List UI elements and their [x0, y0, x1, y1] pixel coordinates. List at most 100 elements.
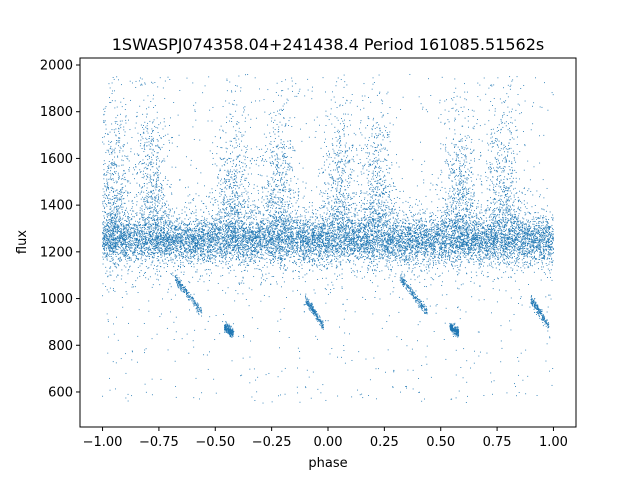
data-point — [226, 239, 228, 241]
data-point — [208, 238, 210, 240]
data-point — [360, 238, 362, 240]
data-point — [366, 234, 368, 236]
data-point — [525, 223, 527, 225]
data-point — [201, 224, 203, 226]
data-point — [543, 251, 545, 253]
data-point — [468, 224, 470, 226]
data-point — [169, 237, 171, 238]
data-point — [190, 231, 192, 233]
data-point — [171, 253, 173, 255]
data-point — [395, 235, 397, 237]
data-point — [212, 231, 214, 233]
data-point — [133, 249, 135, 251]
data-point — [247, 249, 249, 251]
data-point — [276, 249, 277, 251]
data-point — [414, 246, 416, 248]
data-point — [387, 255, 389, 256]
data-point — [246, 219, 247, 221]
data-point — [160, 242, 162, 244]
data-point — [311, 264, 313, 266]
data-point — [343, 235, 345, 237]
data-point — [167, 239, 169, 241]
data-point — [249, 221, 251, 223]
data-point — [464, 228, 466, 230]
data-point — [196, 254, 198, 256]
data-point — [481, 243, 483, 245]
data-point — [342, 254, 344, 256]
data-point — [163, 244, 165, 246]
data-point — [485, 246, 487, 248]
data-point — [371, 261, 373, 263]
data-point — [461, 233, 463, 235]
data-point — [130, 250, 132, 252]
data-point — [160, 219, 161, 221]
data-point — [358, 245, 360, 247]
data-point — [148, 229, 150, 231]
data-point — [359, 230, 361, 232]
data-point — [206, 251, 208, 253]
data-point — [149, 238, 151, 239]
data-point — [414, 254, 416, 255]
data-point — [171, 237, 173, 238]
data-point — [508, 258, 510, 259]
data-point — [452, 251, 454, 253]
data-point — [248, 235, 250, 237]
data-point — [365, 231, 367, 233]
data-point — [364, 216, 366, 218]
data-point — [356, 236, 358, 238]
data-point — [539, 255, 541, 257]
data-point — [211, 224, 212, 226]
data-point — [268, 233, 270, 235]
data-point — [387, 234, 389, 236]
data-point — [186, 214, 188, 216]
data-point — [108, 236, 110, 238]
data-point — [203, 222, 205, 224]
data-point — [151, 223, 153, 225]
data-point — [151, 225, 153, 227]
data-point — [107, 225, 108, 226]
data-point — [377, 255, 378, 257]
data-point — [346, 235, 347, 237]
data-point — [133, 223, 135, 225]
data-point — [272, 250, 273, 252]
data-point — [466, 229, 468, 231]
data-point — [284, 234, 285, 236]
data-point — [105, 255, 107, 257]
data-point — [222, 253, 224, 255]
data-point — [111, 241, 113, 243]
data-point — [509, 228, 511, 230]
data-point — [317, 241, 319, 243]
data-point — [168, 228, 170, 230]
data-point — [312, 243, 314, 245]
data-point — [133, 243, 135, 244]
data-point — [300, 232, 302, 234]
data-point — [436, 233, 438, 235]
data-point — [365, 236, 367, 238]
data-point — [359, 245, 361, 247]
data-point — [485, 243, 487, 245]
data-point — [226, 224, 228, 226]
data-point — [533, 251, 535, 253]
data-point — [430, 241, 432, 243]
data-point — [281, 246, 282, 248]
data-point — [450, 228, 452, 230]
data-point — [471, 246, 473, 248]
data-point — [199, 238, 201, 239]
data-point — [323, 220, 324, 222]
data-point — [151, 247, 153, 249]
data-point — [396, 241, 398, 243]
data-point — [297, 233, 299, 235]
data-point — [182, 261, 184, 263]
data-point — [299, 216, 301, 218]
data-point — [439, 232, 441, 234]
data-point — [504, 235, 506, 237]
data-point — [300, 231, 302, 233]
data-point — [438, 240, 439, 242]
data-point — [119, 258, 121, 260]
data-point — [456, 265, 458, 266]
data-point — [439, 227, 441, 229]
data-point — [161, 217, 163, 219]
data-point — [211, 237, 213, 239]
data-point — [302, 243, 303, 245]
data-point — [424, 251, 426, 253]
